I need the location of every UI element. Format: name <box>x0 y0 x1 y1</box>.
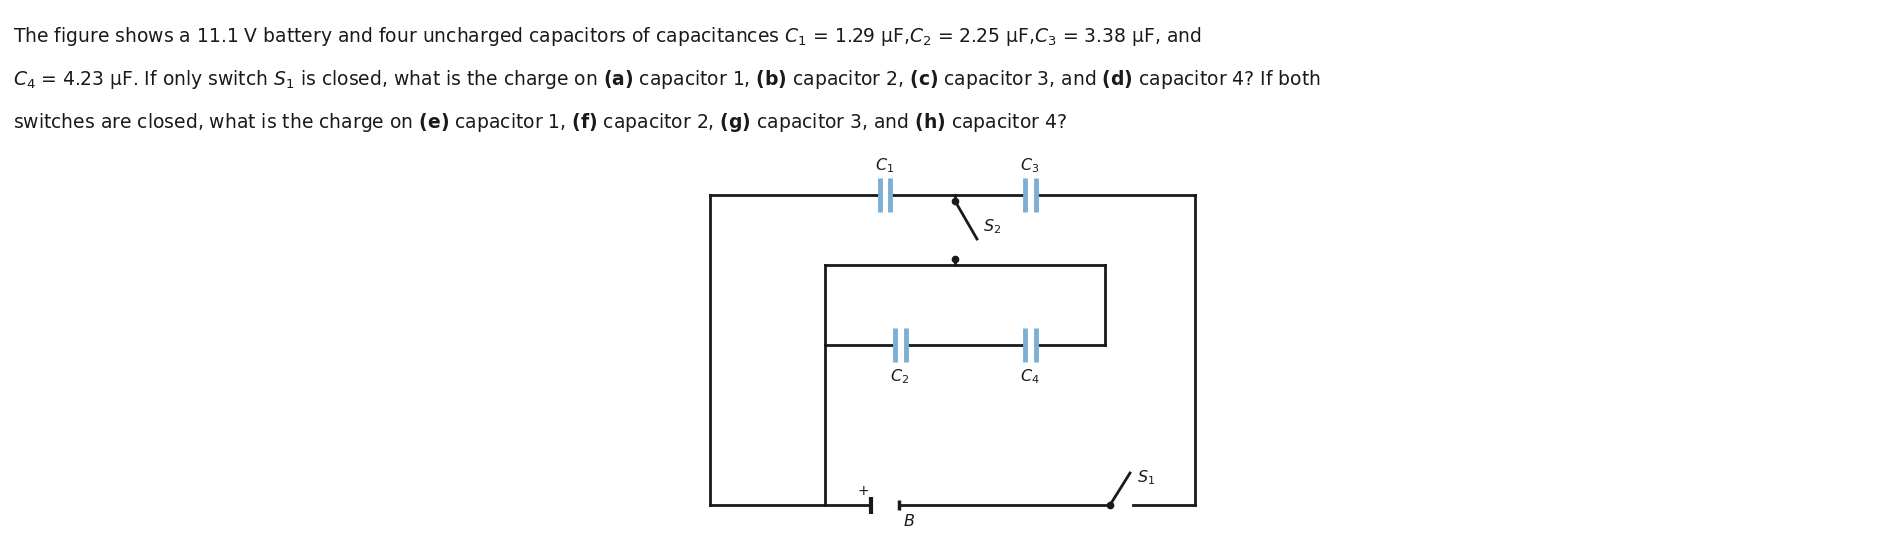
Text: $C_4$: $C_4$ <box>1020 367 1041 386</box>
Text: $S_2$: $S_2$ <box>984 218 1001 236</box>
Text: $C_1$: $C_1$ <box>876 156 895 175</box>
Text: $C_3$: $C_3$ <box>1020 156 1039 175</box>
Text: +: + <box>857 484 868 498</box>
Text: $B$: $B$ <box>902 513 916 529</box>
Text: $S_1$: $S_1$ <box>1137 469 1156 487</box>
Text: The figure shows a 11.1 V battery and four uncharged capacitors of capacitances : The figure shows a 11.1 V battery and fo… <box>13 25 1201 48</box>
Text: switches are closed, what is the charge on $\mathbf{(e)}$ capacitor 1, $\mathbf{: switches are closed, what is the charge … <box>13 111 1067 134</box>
Text: $C_2$: $C_2$ <box>891 367 910 386</box>
Text: $C_4$ = 4.23 μF. If only switch $S_1$ is closed, what is the charge on $\mathbf{: $C_4$ = 4.23 μF. If only switch $S_1$ is… <box>13 68 1321 91</box>
